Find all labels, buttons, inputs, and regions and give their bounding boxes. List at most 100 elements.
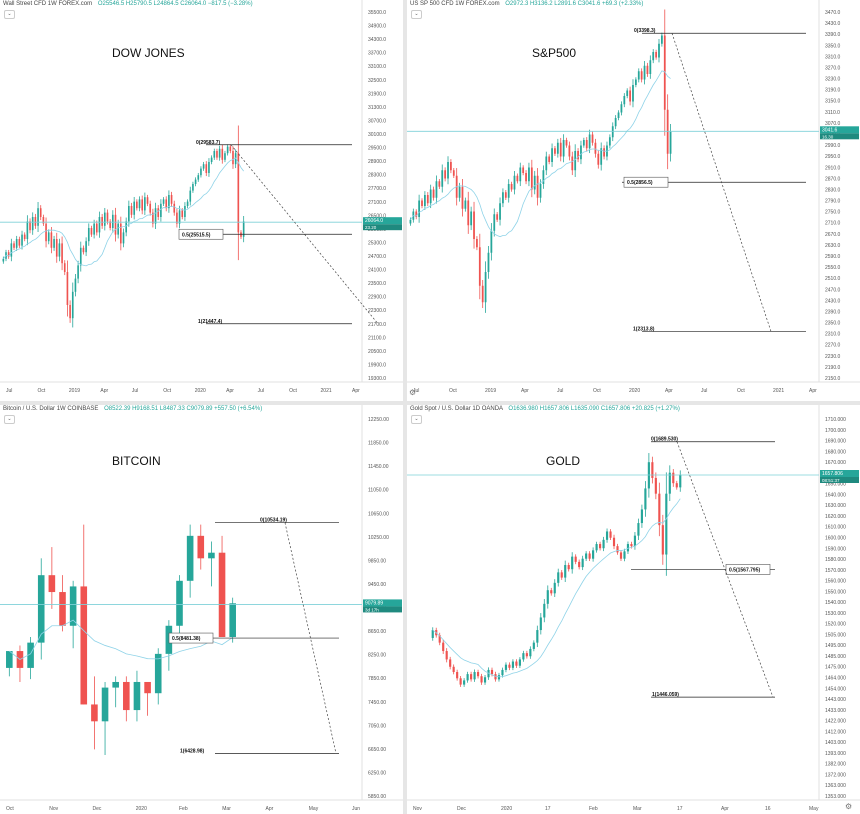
y-tick-label: 2710.0 bbox=[825, 221, 841, 227]
candle-body bbox=[210, 157, 213, 162]
candle-body bbox=[473, 672, 476, 680]
candle-body bbox=[452, 666, 455, 673]
x-tick-label: 2021 bbox=[773, 388, 784, 394]
candle-body bbox=[197, 175, 200, 180]
chart-panel-spx[interactable]: 3470.0 3430.0 3390.0 3350.0 3310.0 3270.0 3230… bbox=[407, 0, 860, 401]
y-tick-label: 26500.0 bbox=[368, 213, 386, 219]
y-tick-label: 2950.0 bbox=[825, 154, 841, 160]
y-tick-label: 1475.000 bbox=[825, 665, 846, 671]
y-tick-label: 19900.0 bbox=[368, 362, 386, 368]
chart-header-spx: US SP 500 CFD 1W FOREX.com O2972.3 H3136… bbox=[410, 1, 643, 7]
candle-body bbox=[565, 140, 568, 146]
candle-body bbox=[658, 43, 660, 58]
fib-label: 1(2313.8) bbox=[633, 326, 655, 332]
candle-body bbox=[218, 552, 226, 638]
y-tick-label: 1382.000 bbox=[825, 762, 846, 768]
candle-body bbox=[592, 550, 595, 559]
countdown-badge bbox=[820, 476, 859, 483]
candle-body bbox=[432, 189, 435, 198]
candle-body bbox=[675, 483, 678, 488]
fib-label-box bbox=[178, 228, 224, 240]
chart-svg-spx[interactable]: 3470.0 3430.0 3390.0 3350.0 3310.0 3270.0 3230… bbox=[407, 0, 860, 401]
candle-body bbox=[144, 681, 151, 694]
candle-body bbox=[580, 145, 582, 160]
symbol-label: Wall Street CFD bbox=[3, 1, 47, 7]
candle-body bbox=[112, 681, 119, 688]
y-tick-label: 21100.0 bbox=[368, 335, 386, 341]
candle-body bbox=[623, 551, 626, 559]
x-tick-label: 16 bbox=[765, 806, 771, 812]
y-tick-label: 3430.0 bbox=[825, 21, 841, 27]
candle-body bbox=[133, 681, 141, 711]
candle-body bbox=[461, 186, 464, 209]
candle-body bbox=[585, 140, 588, 149]
candle-body bbox=[449, 659, 452, 667]
chart-panel-dow[interactable]: 35500.0 34900.0 34300.0 33700.0 33100.0 32500… bbox=[0, 0, 403, 401]
candle-body bbox=[133, 201, 136, 215]
candle-body bbox=[581, 558, 584, 568]
y-tick-label: 2910.0 bbox=[825, 165, 841, 171]
candle-body bbox=[80, 586, 88, 705]
candle-body bbox=[574, 151, 577, 171]
candle-body bbox=[644, 488, 647, 510]
countdown-label: 3d 17h bbox=[365, 607, 379, 612]
y-tick-label: 3110.0 bbox=[825, 110, 840, 116]
candle-body bbox=[2, 258, 5, 262]
y-tick-label: 2830.0 bbox=[825, 187, 841, 193]
candle-body bbox=[611, 126, 614, 138]
x-tick-label: Mar bbox=[633, 806, 642, 812]
candle-body bbox=[152, 212, 154, 224]
y-tick-label: 19300.0 bbox=[368, 376, 386, 382]
y-tick-label: 12250.00 bbox=[368, 417, 389, 423]
settings-gear-icon[interactable]: ⚙ bbox=[409, 388, 417, 397]
candle-body bbox=[504, 192, 507, 198]
y-tick-label: 2590.0 bbox=[825, 254, 841, 260]
y-tick-label: 2190.0 bbox=[825, 365, 841, 371]
settings-gear-icon[interactable]: ⚙ bbox=[845, 802, 853, 811]
collapse-chevron-icon[interactable]: ⌄ bbox=[4, 415, 15, 424]
candle-body bbox=[55, 239, 58, 257]
candle-body bbox=[633, 535, 637, 547]
candle-body bbox=[463, 680, 466, 685]
candle-body bbox=[208, 552, 215, 559]
chart-svg-dow[interactable]: 35500.0 34900.0 34300.0 33700.0 33100.0 32500… bbox=[0, 0, 403, 401]
fib-label: 0.5(1567.795) bbox=[729, 567, 760, 573]
candle-body bbox=[556, 142, 559, 154]
countdown-badge bbox=[363, 224, 402, 231]
candle-body bbox=[168, 195, 170, 209]
candle-body bbox=[66, 272, 69, 305]
current-price-badge bbox=[363, 599, 402, 607]
chart-svg-gold[interactable]: 1710.000 1700.000 1690.000 1680.000 1670.000… bbox=[407, 405, 860, 814]
candle-body bbox=[595, 544, 598, 551]
chart-svg-btc[interactable]: 12250.00 11850.00 11450.00 11050.00 10650.00… bbox=[0, 405, 403, 814]
candle-body bbox=[122, 232, 125, 244]
source-label: OANDA bbox=[481, 406, 503, 412]
candle-body bbox=[6, 651, 13, 668]
candle-body bbox=[649, 60, 652, 74]
candle-body bbox=[510, 184, 513, 190]
candle-body bbox=[630, 544, 633, 547]
chart-panel-btc[interactable]: 12250.00 11850.00 11450.00 11050.00 10650.00… bbox=[0, 405, 403, 814]
candle-body bbox=[578, 561, 581, 568]
collapse-chevron-icon[interactable]: ⌄ bbox=[411, 415, 422, 424]
candle-body bbox=[640, 509, 643, 524]
fib-label: 0.5(25515.5) bbox=[182, 232, 211, 238]
y-tick-label: 2270.0 bbox=[825, 343, 841, 349]
chart-panel-gold[interactable]: 1710.000 1700.000 1690.000 1680.000 1670.000… bbox=[407, 405, 860, 814]
candle-body bbox=[634, 79, 637, 85]
x-tick-label: Apr bbox=[809, 388, 817, 394]
y-tick-label: 1560.000 bbox=[825, 579, 846, 585]
y-tick-label: 11450.00 bbox=[368, 464, 389, 470]
chart-title-dow: DOW JONES bbox=[112, 46, 185, 60]
candle-body bbox=[546, 590, 549, 604]
y-tick-label: 1570.000 bbox=[825, 568, 846, 574]
candle-body bbox=[651, 462, 654, 478]
collapse-chevron-icon[interactable]: ⌄ bbox=[411, 10, 422, 19]
x-tick-label: 17 bbox=[545, 806, 551, 812]
y-tick-label: 25300.0 bbox=[368, 240, 386, 246]
collapse-chevron-icon[interactable]: ⌄ bbox=[4, 10, 15, 19]
candle-body bbox=[200, 168, 202, 176]
candle-body bbox=[192, 184, 194, 191]
candle-body bbox=[539, 184, 542, 198]
candle-body bbox=[582, 140, 585, 146]
